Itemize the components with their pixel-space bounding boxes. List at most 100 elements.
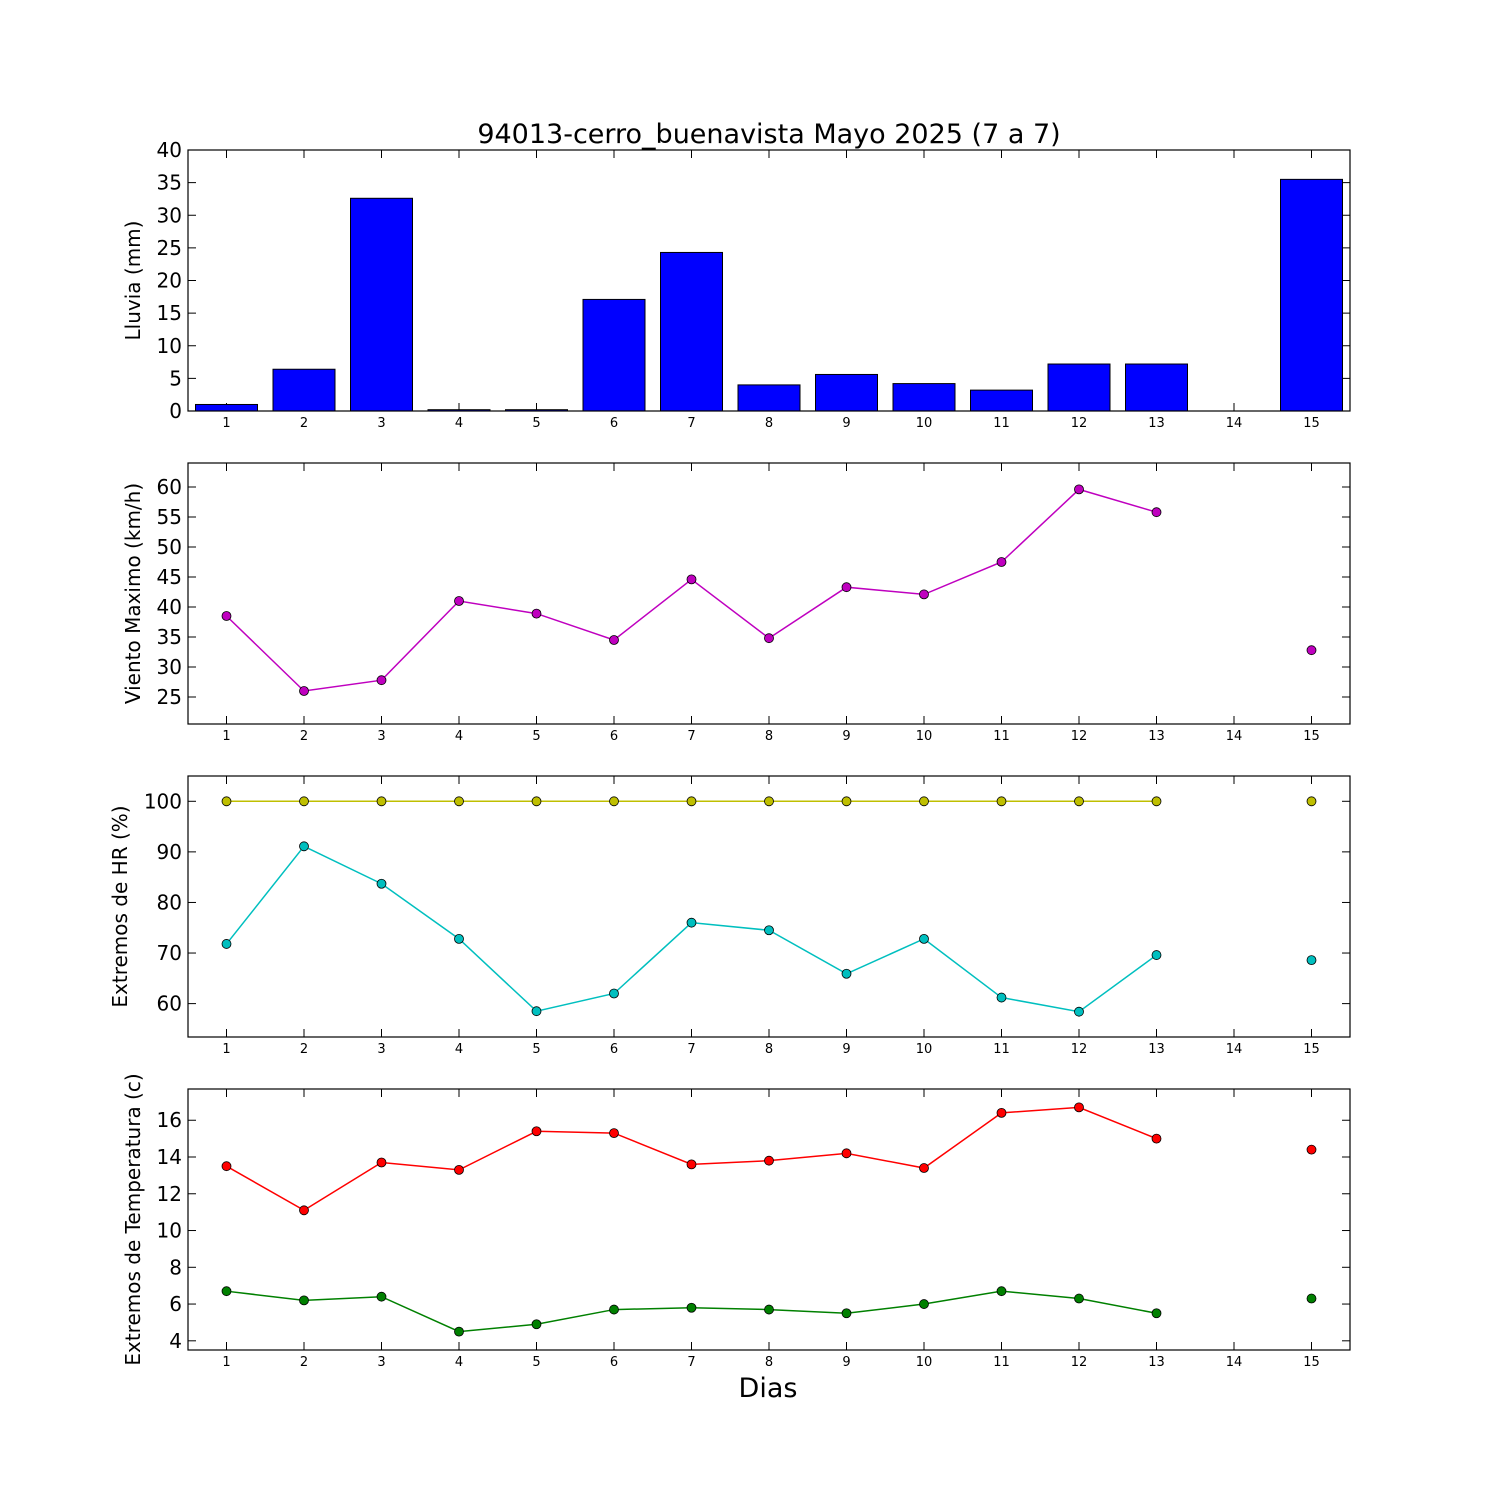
point-day-13 — [1151, 796, 1162, 807]
y-tick-label: 5 — [169, 366, 182, 390]
bar-day-15 — [1280, 178, 1343, 412]
x-tick-label: 1 — [222, 1042, 230, 1057]
x-tick-label: 2 — [300, 416, 308, 431]
point-day-13 — [1151, 1308, 1162, 1319]
x-tick-label: 6 — [610, 416, 618, 431]
point-day-7 — [686, 1302, 697, 1313]
point-day-7 — [686, 917, 697, 928]
chart-title: 94013-cerro_buenavista Mayo 2025 (7 a 7) — [477, 119, 1060, 150]
point-day-3 — [376, 1291, 387, 1302]
point-day-1 — [221, 939, 232, 949]
series-line-2 — [225, 845, 1157, 1013]
y-tick-label: 30 — [157, 655, 182, 679]
x-tick-label: 15 — [1303, 1042, 1320, 1057]
point-day-5 — [531, 1006, 542, 1017]
axes-frame — [187, 462, 1351, 725]
x-tick-label: 15 — [1303, 729, 1320, 744]
bar-day-3 — [350, 197, 413, 412]
point-day-6 — [609, 796, 619, 807]
bar-day-6 — [582, 298, 646, 412]
x-tick-label: 4 — [455, 729, 463, 744]
point-day-8 — [764, 1304, 774, 1315]
point-day-12 — [1074, 1102, 1084, 1113]
y-tick-label: 40 — [157, 595, 182, 619]
y-tick-label: 80 — [157, 890, 182, 914]
point-day-9 — [841, 968, 852, 979]
point-day-11 — [996, 557, 1007, 567]
point-day-2 — [299, 796, 309, 807]
x-tick-label: 11 — [993, 729, 1010, 744]
y-tick-label: 60 — [157, 992, 182, 1016]
y-tick-label: 20 — [157, 269, 182, 293]
point-day-12 — [1074, 484, 1084, 495]
x-tick-label: 2 — [300, 1355, 308, 1370]
x-tick-label: 3 — [377, 1042, 385, 1057]
x-tick-label: 15 — [1303, 416, 1320, 431]
point-day-3 — [376, 796, 387, 807]
point-day-13 — [1151, 507, 1162, 518]
point-day-3 — [376, 675, 387, 686]
y-axis-label: Extremos de Temperatura (c) — [121, 1073, 145, 1365]
y-tick-label: 90 — [157, 840, 182, 864]
point-day-5 — [531, 1319, 542, 1330]
point-day-2 — [299, 1295, 309, 1306]
point-day-6 — [609, 1128, 619, 1139]
point-day-6 — [609, 988, 619, 999]
x-tick-label: 9 — [842, 729, 850, 744]
x-tick-label: 11 — [993, 1042, 1010, 1057]
point-day-10 — [919, 933, 929, 944]
x-tick-label: 14 — [1226, 729, 1243, 744]
x-tick-label: 8 — [765, 729, 773, 744]
x-tick-label: 2 — [300, 1042, 308, 1057]
y-axis-label: Viento Maximo (km/h) — [121, 483, 145, 704]
x-tick-label: 11 — [993, 416, 1010, 431]
point-day-11 — [996, 1107, 1007, 1118]
y-tick-label: 14 — [157, 1145, 182, 1169]
x-tick-label: 9 — [842, 1042, 850, 1057]
y-tick-label: 55 — [157, 505, 182, 529]
point-day-11 — [996, 796, 1007, 807]
y-tick-label: 6 — [169, 1292, 182, 1316]
point-day-8 — [764, 1155, 774, 1166]
bar-day-12 — [1047, 363, 1111, 412]
point-day-4 — [454, 1326, 464, 1337]
point-day-15 — [1306, 1293, 1317, 1304]
point-day-11 — [996, 992, 1007, 1003]
point-day-7 — [686, 796, 697, 807]
y-tick-label: 16 — [157, 1108, 182, 1132]
point-day-5 — [531, 608, 542, 619]
x-tick-label: 6 — [610, 729, 618, 744]
bar-day-10 — [892, 383, 956, 412]
point-day-15 — [1306, 645, 1317, 656]
x-tick-label: 7 — [687, 1042, 695, 1057]
y-tick-label: 8 — [169, 1255, 182, 1279]
x-tick-label: 11 — [993, 1355, 1010, 1370]
x-tick-label: 10 — [916, 729, 933, 744]
bar-day-2 — [272, 368, 336, 412]
point-day-13 — [1151, 950, 1162, 960]
y-tick-label: 0 — [169, 399, 182, 423]
x-axis-label: Dias — [739, 1373, 798, 1404]
point-day-4 — [454, 1164, 464, 1175]
y-tick-label: 35 — [157, 625, 182, 649]
point-day-2 — [299, 686, 309, 696]
x-tick-label: 5 — [532, 1355, 540, 1370]
series-line-1 — [226, 1106, 1157, 1212]
bar-day-11 — [970, 389, 1033, 412]
x-tick-label: 1 — [222, 729, 230, 744]
y-tick-label: 10 — [157, 1219, 182, 1243]
point-day-11 — [996, 1286, 1007, 1297]
point-day-1 — [221, 1286, 232, 1297]
point-day-12 — [1074, 796, 1084, 807]
point-day-9 — [841, 582, 852, 593]
x-tick-label: 6 — [610, 1355, 618, 1370]
point-day-9 — [841, 796, 852, 807]
point-day-7 — [686, 574, 697, 585]
x-tick-label: 4 — [455, 1355, 463, 1370]
point-day-9 — [841, 1308, 852, 1319]
axes-frame — [187, 775, 1351, 1038]
